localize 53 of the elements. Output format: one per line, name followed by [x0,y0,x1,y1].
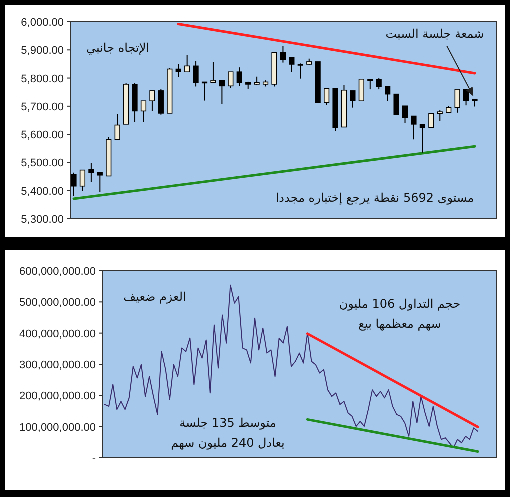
candlestick [324,88,330,106]
candlestick [97,172,103,193]
candlestick [454,89,460,114]
annotation: شمعة جلسة السبت [386,27,484,41]
y-tick-label: 300,000,000.00 [20,360,96,372]
y-tick-label: 400,000,000.00 [20,328,96,340]
candlestick [368,78,374,90]
y-tick-label: 500,000,000.00 [20,297,96,310]
y-tick-label: 5,400.00 [21,186,64,198]
y-tick-label: 5,600.00 [21,130,64,142]
y-tick-label: 5,300.00 [21,214,64,226]
candlestick [219,80,225,105]
candlestick [176,64,182,78]
candlestick [228,72,234,89]
annotation: الإتجاه جانبي [86,41,150,55]
candlestick [80,170,86,192]
y-tick-label: 100,000,000.00 [20,422,96,434]
candlestick [140,100,147,123]
candlestick [463,89,470,106]
candlestick [298,63,304,80]
y-tick-label: - [92,453,96,465]
candlestick [184,54,190,73]
candlestick [428,113,434,128]
annotation: متوسط 135 جلسة يعادل 240 مليون سهم [171,416,285,450]
candlestick [150,90,156,112]
candlestick [358,79,364,102]
annotation: حجم التداول 106 مليون سهم معظمها بيع [339,297,461,331]
y-tick-label: 5,900.00 [21,45,64,58]
y-tick-label: 5,800.00 [21,73,64,86]
candlestick [385,86,391,102]
candlestick [158,88,164,116]
y-tick-label: 600,000,000.00 [20,266,96,278]
y-tick-label: 200,000,000.00 [20,390,96,403]
candlestick [193,60,199,88]
line-series [104,284,478,449]
candlestick [350,90,356,108]
y-tick-label: 6,000.00 [21,17,64,29]
candlestick [88,162,94,183]
candlestick [376,78,382,90]
candlestick [114,114,120,141]
candlestick [280,46,286,64]
candlestick [420,124,426,154]
candlestick [402,106,408,124]
y-tick-label: 5,500.00 [21,158,64,170]
y-tick-label: 5,700.00 [21,101,64,114]
candlestick [289,57,295,73]
candlestick [437,110,443,122]
candlestick [394,94,400,115]
candlestick [236,67,242,87]
annotation: مستوى 5692 نقطة يرجع إختباره مجددا [276,191,474,205]
candlestick [411,116,417,140]
annotation: العزم ضعيف [124,290,186,304]
candlestick [210,62,216,84]
